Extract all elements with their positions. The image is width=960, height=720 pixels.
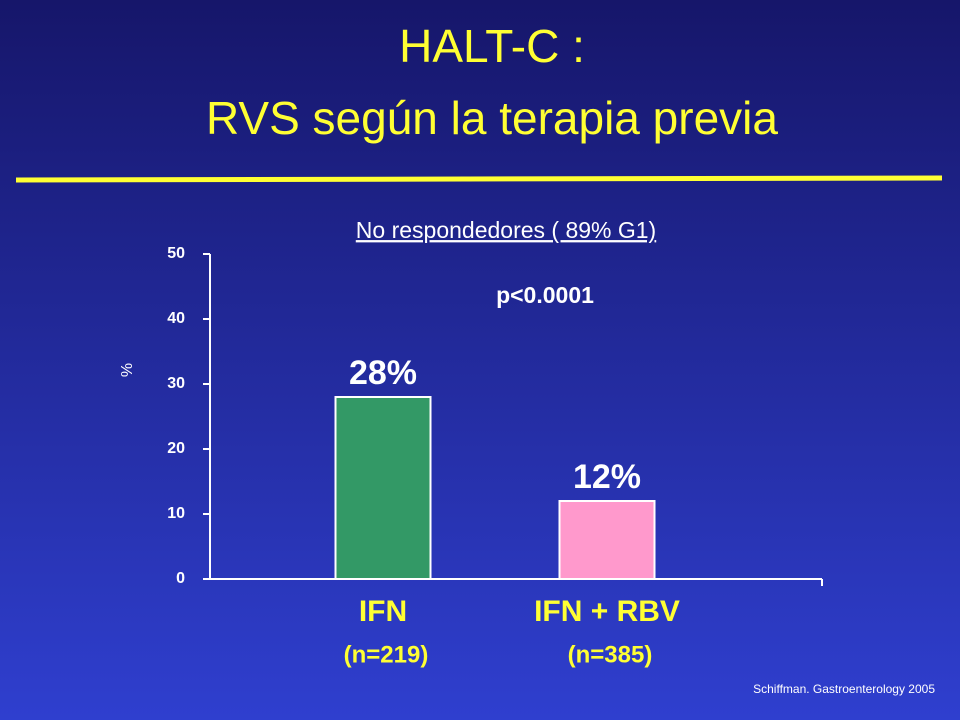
- title-line: HALT-C :: [399, 20, 585, 72]
- value-label: 28%: [349, 354, 417, 392]
- x-tick-label: IFN: [359, 595, 407, 628]
- x-tick-sublabel: (n=219): [344, 641, 429, 668]
- y-tick-label: 40: [167, 310, 185, 327]
- value-label: 12%: [573, 458, 641, 496]
- title-rule: [15, 175, 943, 183]
- y-tick-label: 30: [167, 375, 185, 392]
- bar: [558, 500, 656, 580]
- title-line: RVS según la terapia previa: [206, 92, 778, 144]
- y-tick-label: 0: [176, 570, 185, 587]
- x-tick-label: IFN + RBV: [534, 595, 680, 628]
- subtitle: No respondedores ( 89% G1): [356, 217, 656, 243]
- source: Schiffman. Gastroenterology 2005: [753, 682, 935, 696]
- y-axis-label: %: [119, 363, 136, 377]
- annotation: p<0.0001: [496, 282, 594, 308]
- y-tick-label: 10: [167, 505, 185, 522]
- y-tick-label: 50: [167, 245, 185, 262]
- bar: [334, 396, 432, 580]
- y-tick-label: 20: [167, 440, 185, 457]
- x-tick-sublabel: (n=385): [568, 641, 653, 668]
